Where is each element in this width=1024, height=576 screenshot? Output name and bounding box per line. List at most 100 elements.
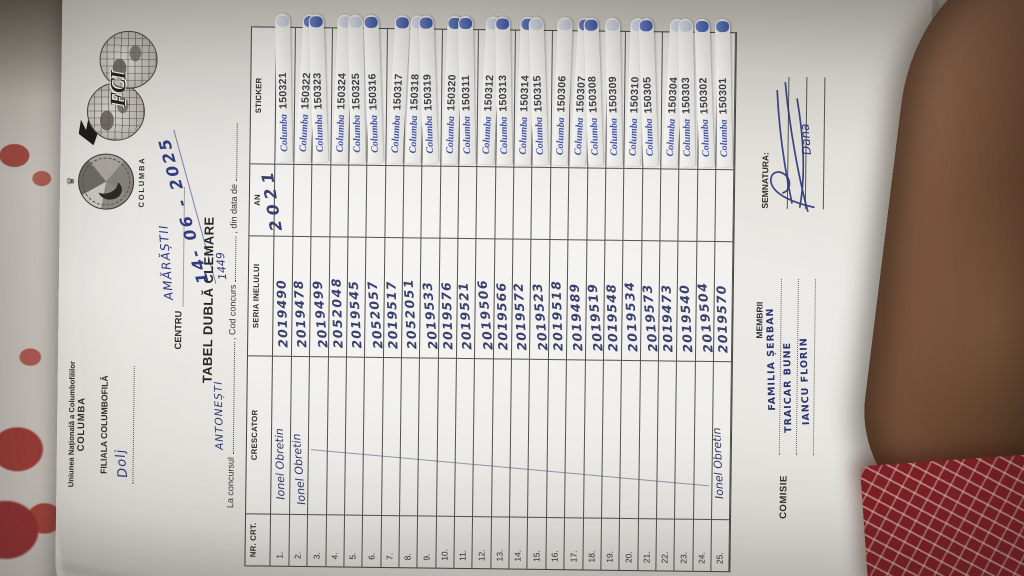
column-header: SERIA INELULUI — [247, 235, 275, 356]
columba-logo-caption: COLUMBA — [136, 156, 147, 208]
date-dots — [226, 123, 238, 182]
cell-seria-inelului: 2019545 — [345, 236, 367, 357]
sticker-brand: Columba — [407, 115, 420, 154]
seria-handwritten: 2019545 — [345, 279, 365, 350]
member-lines: FAMILIA ȘERBAN TRAICAR BUNE IANCU FLORIN — [762, 273, 816, 456]
cell-an — [659, 168, 680, 241]
concurs-name-line: ANTONEȘTI — [212, 342, 236, 455]
cell-seria-inelului: 2019490 — [272, 235, 294, 356]
cell-seria-inelului: 2019478 — [291, 235, 312, 357]
comisie-label: COMISIE — [778, 475, 790, 519]
sticker-number: 150317 — [391, 73, 406, 111]
cod-label: , Cod concurs — [227, 284, 238, 341]
sticker-number: 150323 — [311, 72, 326, 110]
cell-an — [604, 167, 625, 240]
fci-letters: FCI — [105, 71, 131, 107]
sticker-number: 150305 — [642, 76, 656, 114]
signature-text: Dana — [797, 123, 814, 156]
sticker-brand: Columba — [554, 117, 567, 156]
seria-handwritten: 2019548 — [603, 282, 621, 353]
concurs-prefix: La concursul — [225, 457, 236, 509]
column-header: CRESCATOR — [246, 355, 273, 514]
cell-an — [567, 167, 588, 240]
columba-logo: ♛ COLUMBA — [66, 148, 147, 215]
document-paper: Uniunea Națională a Columbofililor COLUM… — [55, 0, 933, 576]
member-line: FAMILIA ȘERBAN — [762, 278, 782, 455]
ring-sticker: Columba 150301 — [714, 19, 732, 168]
sticker-brand: Columba — [498, 116, 510, 155]
columba-emblem-icon — [77, 153, 135, 210]
crescent-icon — [90, 169, 118, 193]
seria-handwritten: 2019521 — [455, 281, 475, 351]
sticker-number: 150306 — [555, 75, 569, 113]
clemare-table: NR. CRT. CRESCATOR SERIA INELULUI AN STICKER… — [244, 13, 737, 573]
cell-an — [476, 166, 497, 239]
cell-seria-inelului: 2019521 — [455, 237, 477, 359]
cell-seria-inelului: 2019570 — [713, 241, 734, 362]
sticker-brand: Columba — [627, 118, 640, 157]
row-number: 24. — [692, 518, 712, 572]
cell-seria-inelului: 2019499 — [309, 236, 330, 357]
sticker-brand: Columba — [664, 118, 678, 157]
cell-seria-inelului: 2019506 — [474, 238, 496, 359]
row-number: 14. — [508, 516, 529, 569]
cell-an — [494, 166, 515, 239]
cell-sticker: Columba 150301 — [714, 19, 737, 170]
seria-handwritten: 2019504 — [694, 280, 716, 354]
cell-an — [329, 164, 350, 237]
seria-handwritten: 2019566 — [493, 281, 511, 351]
row-number: 8. — [398, 515, 419, 568]
cell-seria-inelului: 2052048 — [328, 236, 349, 357]
member-line: IANCU FLORIN — [796, 279, 816, 456]
row-number: 17. — [563, 517, 584, 570]
cell-sticker: Columba 150313 — [494, 16, 517, 167]
sticker-brand: Columba — [368, 114, 382, 154]
filiala-label: FILIALA COLUMBOFILĂ — [98, 375, 110, 474]
signature-flourish — [770, 82, 815, 213]
cell-seria-inelului: 2019473 — [658, 240, 679, 361]
cell-an: 2021 — [257, 163, 295, 236]
sticker-brand: Columba — [681, 118, 694, 157]
ring-sticker: Columba 150309 — [604, 17, 622, 166]
seria-handwritten: 2019534 — [620, 280, 641, 353]
cell-seria-inelului: 2019548 — [603, 239, 624, 360]
cell-seria-inelului: 2019573 — [639, 240, 660, 361]
cell-an — [531, 166, 552, 240]
sticker-brand: Columba — [461, 116, 473, 155]
member-name-handwritten: TRAICAR BUNE — [781, 341, 795, 434]
seria-handwritten: 2019473 — [658, 283, 676, 353]
sticker-number: 150311 — [460, 74, 473, 112]
sticker-brand: Columba — [481, 116, 495, 155]
row-number: 15. — [527, 516, 547, 569]
ring-sticker: Columba 150316 — [363, 14, 384, 164]
cell-sticker: Columba 150311 — [458, 15, 480, 167]
membri-block: MEMBRII FAMILIA ȘERBAN TRAICAR BUNE IANCU … — [753, 273, 816, 456]
ring-sticker: Columba 150325 — [347, 14, 365, 163]
seria-handwritten: 2019572 — [510, 281, 530, 352]
cell-seria-inelului: 2019517 — [383, 236, 404, 358]
seria-handwritten: 2019517 — [383, 280, 401, 350]
cell-crescator: Ionel Obretin — [711, 361, 733, 520]
seria-handwritten: 2019570 — [713, 284, 731, 354]
ring-sticker: Columba 150308 — [583, 17, 604, 166]
row-number: 6. — [362, 514, 382, 567]
cell-sticker: Columba 150306 — [550, 16, 572, 168]
member-name-handwritten: FAMILIA ȘERBAN — [764, 307, 779, 411]
cell-sticker: Columba 150321 — [274, 13, 296, 164]
row-number: 19. — [600, 517, 621, 570]
sticker-number: 150315 — [532, 75, 546, 113]
cell-an — [714, 169, 735, 242]
red-blanket-bottom-right — [859, 454, 1024, 576]
cell-an — [677, 168, 698, 241]
ring-sticker: Columba 150323 — [308, 14, 329, 163]
sticker-brand: Columba — [698, 118, 712, 158]
sticker-brand: Columba — [572, 117, 586, 156]
cod-handwritten: 1449 — [213, 251, 230, 281]
filiala-handwritten-value: Dolj — [113, 447, 132, 479]
centru-handwritten-value: AMĂRĂȘTII — [156, 224, 176, 301]
row-number: 13. — [490, 516, 511, 569]
seria-handwritten: 2019489 — [566, 282, 585, 352]
row-number: 9. — [417, 515, 437, 568]
row-number: 2. — [288, 513, 309, 567]
cell-sticker: Columba 150323 — [308, 14, 333, 165]
